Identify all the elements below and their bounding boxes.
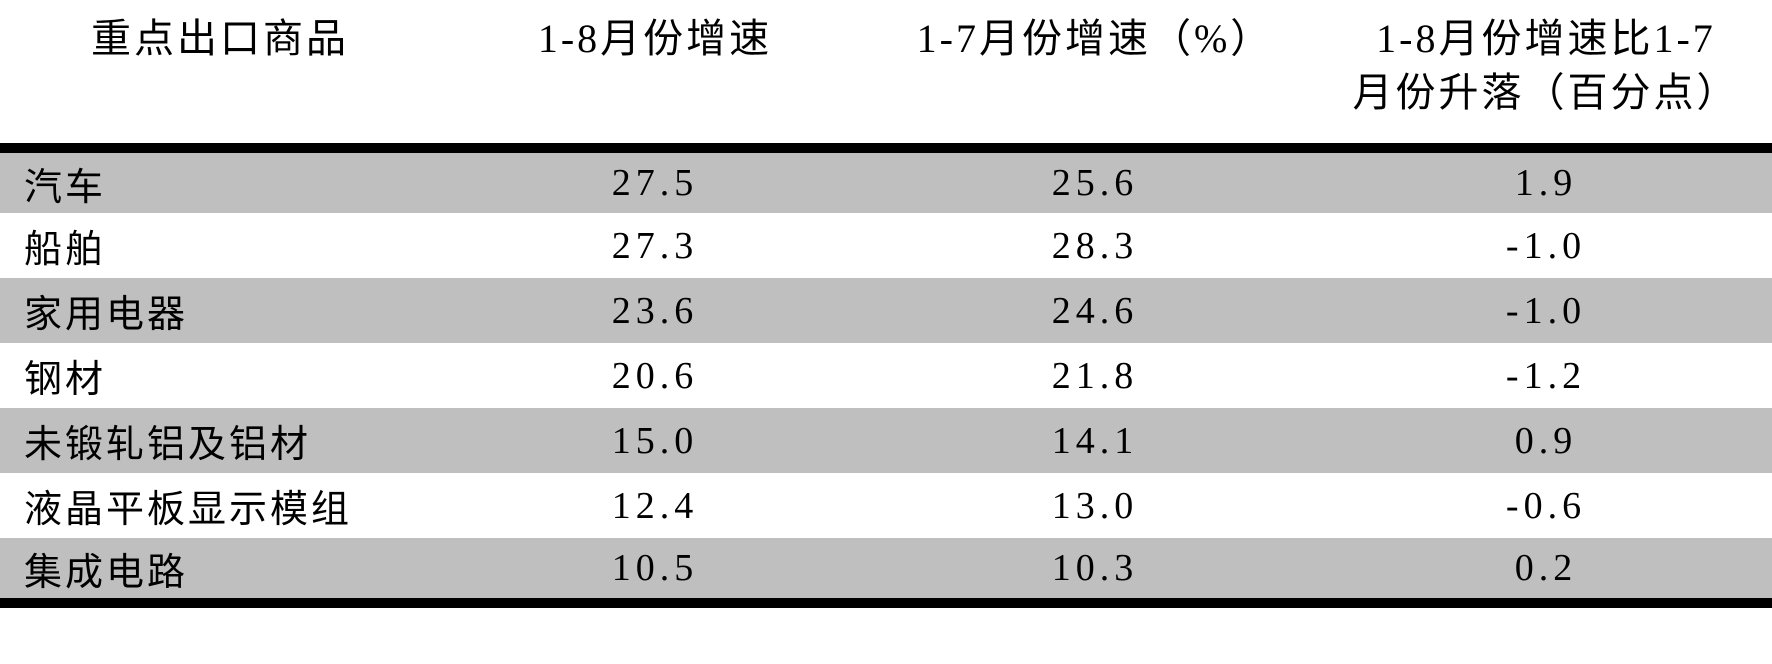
table-row: 汽车 27.5 25.6 1.9	[0, 148, 1772, 213]
col-header-change-line1: 1-8月份增速比1-7	[1376, 16, 1716, 61]
table-row: 船舶 27.3 28.3 -1.0	[0, 213, 1772, 278]
table-row: 家用电器 23.6 24.6 -1.0	[0, 278, 1772, 343]
table-row: 集成电路 10.5 10.3 0.2	[0, 538, 1772, 603]
commodity-name: 汽车	[24, 166, 107, 209]
table-header-row: 重点出口商品 1-8月份增速 1-7月份增速（%） 1-8月份增速比1-7 月份…	[0, 0, 1772, 148]
change-value: -0.6	[1505, 484, 1587, 527]
commodity-name: 液晶平板显示模组	[24, 489, 353, 531]
commodity-name: 家用电器	[24, 294, 189, 336]
commodity-name: 钢材	[24, 359, 107, 401]
jul-growth-value: 28.3	[1051, 224, 1139, 267]
col-header-jul-growth-label: 1-7月份增速（%）	[916, 16, 1274, 61]
aug-growth-value: 20.6	[611, 354, 699, 397]
aug-growth-value: 15.0	[611, 419, 699, 462]
change-value: -1.0	[1505, 289, 1587, 332]
change-value: 0.9	[1514, 419, 1578, 462]
col-header-aug-growth-label: 1-8月份增速	[537, 16, 773, 61]
table-row: 钢材 20.6 21.8 -1.2	[0, 343, 1772, 408]
col-header-change: 1-8月份增速比1-7 月份升落（百分点）	[1320, 0, 1772, 148]
commodity-name: 未锻轧铝及铝材	[24, 424, 312, 466]
aug-growth-value: 12.4	[611, 484, 699, 527]
aug-growth-value: 23.6	[611, 289, 699, 332]
aug-growth-value: 27.3	[611, 224, 699, 267]
change-value: 0.2	[1514, 547, 1578, 589]
jul-growth-value: 25.6	[1051, 162, 1139, 204]
aug-growth-value: 27.5	[611, 162, 699, 204]
col-header-commodity-label: 重点出口商品	[91, 16, 349, 61]
commodity-name: 集成电路	[24, 551, 189, 594]
table-row: 未锻轧铝及铝材 15.0 14.1 0.9	[0, 408, 1772, 473]
change-value: 1.9	[1514, 162, 1578, 204]
export-commodities-growth-table: 重点出口商品 1-8月份增速 1-7月份增速（%） 1-8月份增速比1-7 月份…	[0, 0, 1772, 603]
col-header-jul-growth: 1-7月份增速（%）	[870, 0, 1320, 148]
col-header-aug-growth: 1-8月份增速	[440, 0, 870, 148]
change-value: -1.2	[1505, 354, 1587, 397]
col-header-commodity: 重点出口商品	[0, 0, 440, 148]
jul-growth-value: 21.8	[1051, 354, 1139, 397]
commodity-name: 船舶	[24, 229, 107, 271]
jul-growth-value: 14.1	[1051, 419, 1139, 462]
jul-growth-value: 10.3	[1051, 547, 1139, 589]
col-header-change-line2: 月份升落（百分点）	[1352, 70, 1740, 115]
change-value: -1.0	[1505, 224, 1587, 267]
jul-growth-value: 24.6	[1051, 289, 1139, 332]
jul-growth-value: 13.0	[1051, 484, 1139, 527]
table-row: 液晶平板显示模组 12.4 13.0 -0.6	[0, 473, 1772, 538]
aug-growth-value: 10.5	[611, 547, 699, 589]
